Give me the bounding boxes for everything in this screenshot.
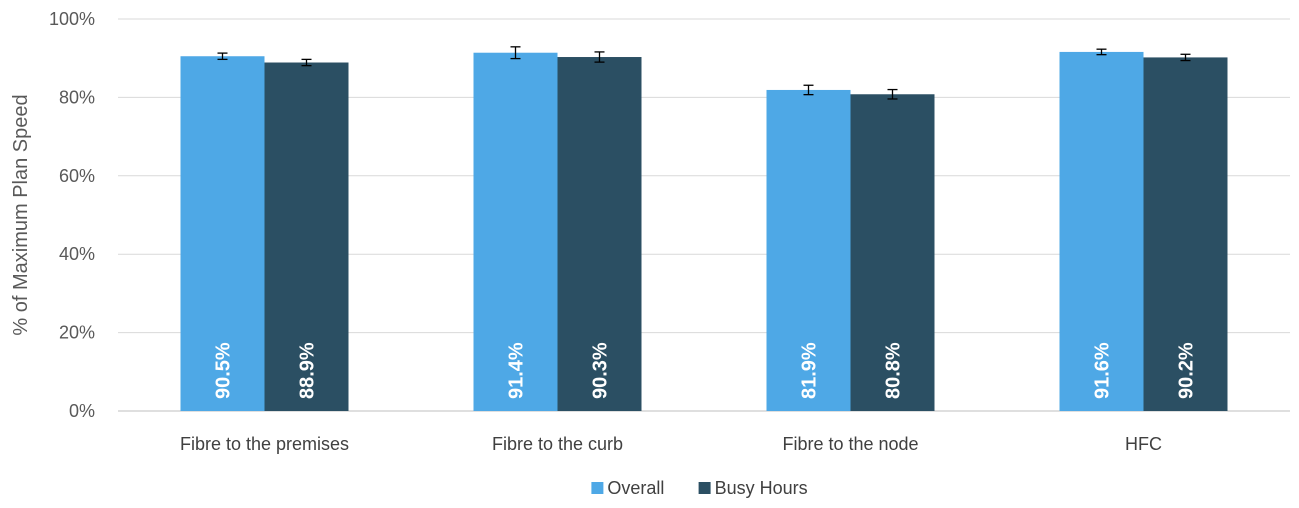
y-tick-label: 20%	[59, 323, 95, 343]
x-axis-categories: Fibre to the premises Fibre to the curb Fi…	[180, 434, 1162, 454]
error-bar	[1180, 53, 1191, 62]
error-bar	[1096, 48, 1107, 56]
x-category-label: Fibre to the premises	[180, 434, 349, 454]
bar-busy-hours	[850, 94, 935, 411]
y-axis-ticks: 0% 20% 40% 60% 80% 100%	[49, 9, 95, 421]
y-axis-title: % of Maximum Plan Speed	[10, 94, 32, 335]
data-label: 81.9%	[799, 342, 821, 399]
bar-busy-hours	[264, 62, 349, 412]
data-label: 80.8%	[883, 342, 905, 399]
legend-label: Overall	[607, 478, 664, 498]
legend-item: Overall	[591, 478, 664, 498]
data-label: 91.4%	[506, 342, 528, 399]
legend-label: Busy Hours	[715, 478, 808, 498]
bar-overall	[1059, 51, 1144, 411]
legend-item: Busy Hours	[698, 478, 808, 498]
x-category-label: Fibre to the curb	[492, 434, 623, 454]
data-label: 90.5%	[213, 342, 235, 399]
bars	[180, 51, 1228, 412]
legend-swatch	[698, 482, 711, 494]
bar-busy-hours	[1143, 57, 1228, 411]
y-tick-label: 40%	[59, 244, 95, 264]
data-label: 90.3%	[590, 342, 612, 399]
data-label: 91.6%	[1092, 342, 1114, 399]
data-label: 90.2%	[1176, 342, 1198, 399]
data-label: 88.9%	[297, 342, 319, 399]
y-tick-label: 0%	[69, 401, 95, 421]
error-bar	[301, 58, 312, 67]
error-bars	[217, 46, 1191, 100]
y-tick-label: 60%	[59, 166, 95, 186]
bar-busy-hours	[557, 57, 642, 412]
error-bar	[803, 84, 814, 96]
y-tick-label: 80%	[59, 87, 95, 107]
data-labels: 90.5% 88.9% 91.4% 90.3% 81.9% 80.8% 91.6% 90.2%	[213, 342, 1198, 399]
error-bar	[510, 46, 521, 60]
x-category-label: HFC	[1125, 434, 1162, 454]
legend-swatch	[591, 482, 604, 494]
bar-overall	[766, 89, 851, 412]
legend: Overall Busy Hours	[591, 478, 808, 498]
bar-overall	[180, 56, 265, 412]
y-tick-label: 100%	[49, 9, 95, 29]
error-bar	[217, 52, 228, 61]
error-bar	[594, 51, 605, 63]
error-bar	[887, 88, 898, 100]
x-category-label: Fibre to the node	[782, 434, 918, 454]
bar-overall	[473, 52, 558, 411]
